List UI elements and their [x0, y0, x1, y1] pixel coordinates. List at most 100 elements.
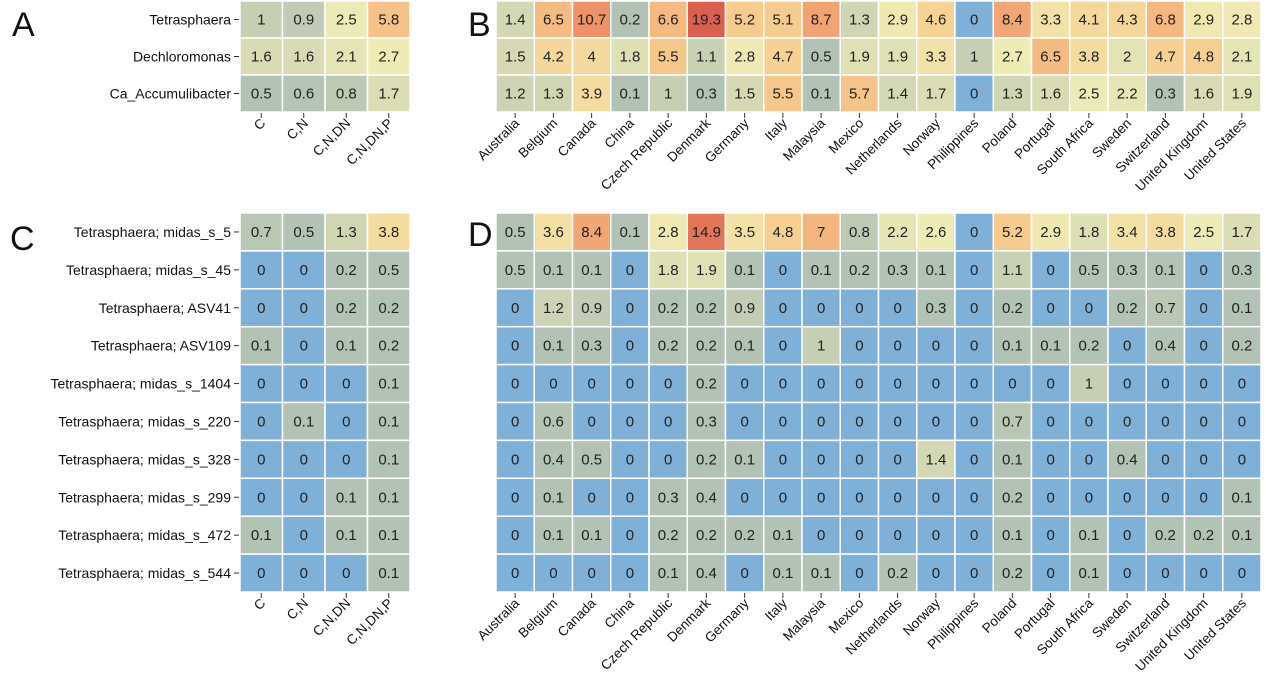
cell-value: 1.4	[887, 86, 908, 103]
cell-value: 0.2	[696, 527, 717, 544]
cell-value: 0	[257, 262, 265, 279]
cell-value: 5.2	[1002, 224, 1023, 241]
heatmap-cell	[366, 477, 411, 517]
cell-value: 0.1	[1231, 527, 1252, 544]
cell-value: 0	[740, 489, 748, 506]
cell-value: 0.2	[658, 338, 679, 355]
heatmap-cell	[648, 212, 688, 252]
heatmap-cell	[281, 401, 326, 442]
heatmap-cell	[239, 439, 284, 480]
cell-value: 1.1	[1002, 262, 1023, 279]
heatmap-cell	[1107, 325, 1147, 366]
heatmap-cell	[239, 515, 284, 555]
heatmap-cell	[1222, 401, 1262, 442]
cell-value: 0	[1046, 565, 1054, 582]
cell-value: 0	[1161, 413, 1169, 430]
cell-value: 0.1	[1040, 338, 1061, 355]
cell-value: 1.3	[1002, 86, 1023, 103]
column-label: Italy	[762, 595, 790, 623]
heatmap-cell	[763, 401, 803, 442]
cell-value: 0	[342, 451, 350, 468]
heatmap-cell	[877, 288, 918, 328]
heatmap-cell	[324, 288, 369, 328]
heatmap-cell	[1145, 288, 1186, 328]
cell-value: 0.1	[1231, 300, 1252, 317]
cell-value: 0.1	[581, 262, 602, 279]
cell-value: 0	[1046, 413, 1054, 430]
heatmap-cell	[495, 250, 535, 290]
cell-value: 0	[300, 451, 308, 468]
heatmap-cell	[239, 212, 284, 252]
cell-value: 0	[740, 413, 748, 430]
cell-value: 1.4	[925, 451, 946, 468]
cell-value: 0.2	[658, 527, 679, 544]
cell-value: 0.1	[1078, 527, 1099, 544]
heatmap-cell	[533, 74, 574, 113]
heatmap-cell	[1069, 401, 1109, 442]
cell-value: 1.3	[543, 86, 564, 103]
heatmap-cell	[239, 477, 284, 517]
cell-value: 3.8	[1078, 49, 1099, 66]
cell-value: 0	[817, 376, 825, 393]
heatmap-cell	[1069, 288, 1109, 328]
cell-value: 0.2	[1002, 300, 1023, 317]
heatmap-cell	[1183, 74, 1224, 113]
cell-value: 1.2	[543, 300, 564, 317]
cell-value: 0.3	[696, 86, 717, 103]
heatmap-cell	[281, 37, 326, 76]
heatmap-cell	[495, 212, 535, 252]
heatmap-cell	[533, 212, 574, 252]
cell-value: 2.8	[734, 49, 755, 66]
cell-value: 0	[970, 12, 978, 29]
heatmap-cell	[366, 363, 411, 404]
cell-value: 0.1	[293, 413, 314, 430]
heatmap-panel-c: C 0.7 0.5 1.3 3.8 0 0 0.2 0.5 0 0 0.2 0.2 0.1 0 0.1 0.2 0…	[10, 212, 411, 648]
heatmap-cell	[992, 212, 1033, 252]
cell-value: 0	[511, 565, 519, 582]
column-label: C	[251, 595, 269, 613]
cell-value: 0.5	[251, 86, 272, 103]
cell-value: 0	[1199, 262, 1207, 279]
cell-value: 0.1	[336, 338, 357, 355]
cell-value: 0	[893, 527, 901, 544]
cell-value: 0	[1085, 300, 1093, 317]
cell-value: 0	[970, 413, 978, 430]
heatmap-cell	[992, 515, 1033, 555]
cell-value: 0	[855, 527, 863, 544]
heatmap-cell	[1107, 553, 1147, 593]
heatmap-cell	[801, 363, 841, 404]
heatmap-cell	[648, 439, 688, 480]
heatmap-cell	[1145, 0, 1186, 39]
heatmap-cell	[1107, 363, 1147, 404]
cell-value: 0	[300, 300, 308, 317]
column-label: C	[251, 115, 269, 133]
heatmap-cell	[1222, 212, 1262, 252]
cell-value: 0.3	[581, 338, 602, 355]
row-label: Tetrasphaera; midas_s_328	[58, 451, 231, 467]
cell-value: 0	[970, 224, 978, 241]
cell-value: 4.3	[1117, 12, 1138, 29]
heatmap-cell	[648, 553, 688, 593]
cell-value: 0	[511, 338, 519, 355]
cell-value: 0.7	[1002, 413, 1023, 430]
column-label: C,N,DN	[310, 596, 353, 639]
cell-value: 0.3	[696, 413, 717, 430]
column-label: Malaysia	[780, 595, 829, 644]
cell-value: 0.1	[811, 565, 832, 582]
cell-value: 0.1	[378, 489, 399, 506]
heatmap-cell	[648, 37, 688, 76]
heatmap-cell	[724, 439, 765, 480]
cell-value: 0	[970, 86, 978, 103]
cell-value: 0.2	[336, 262, 357, 279]
cell-value: 0	[893, 413, 901, 430]
cell-value: 0	[626, 376, 634, 393]
cell-value: 2	[1123, 49, 1131, 66]
heatmap-cell	[724, 477, 765, 517]
cell-value: 0	[549, 376, 557, 393]
cell-value: 8.4	[1002, 12, 1023, 29]
heatmap-cell	[916, 439, 956, 480]
cell-value: 0	[300, 376, 308, 393]
heatmap-cell	[495, 553, 535, 593]
cell-value: 0	[970, 489, 978, 506]
